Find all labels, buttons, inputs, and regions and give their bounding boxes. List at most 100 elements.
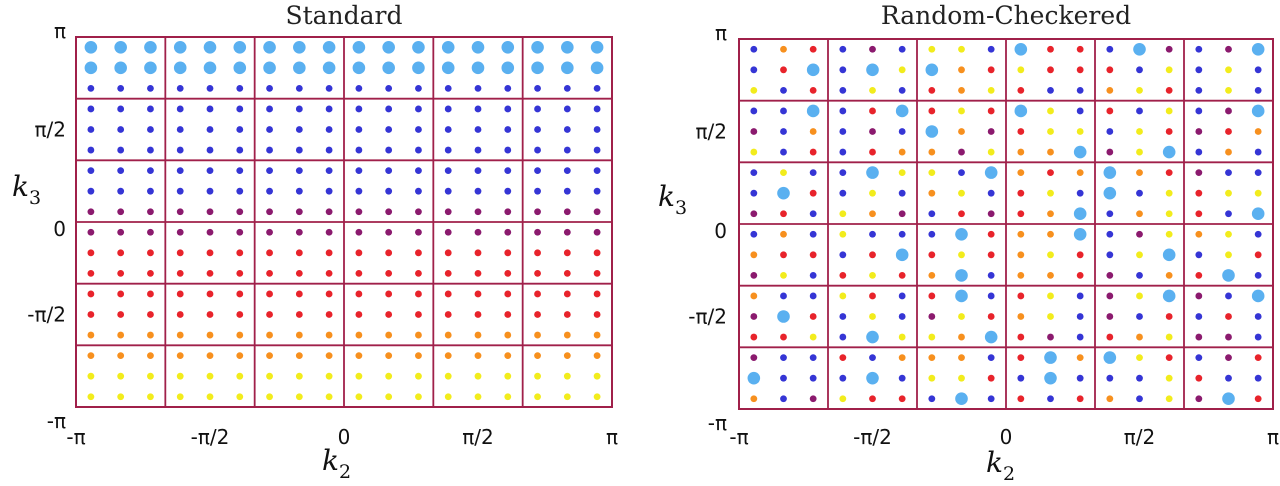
data-point — [382, 61, 395, 75]
y-tick-label: 0 — [714, 219, 727, 243]
data-point — [928, 395, 936, 403]
data-point — [987, 128, 995, 135]
data-point — [1251, 42, 1265, 56]
data-point — [504, 146, 512, 154]
data-point — [1195, 251, 1203, 259]
data-point — [534, 311, 541, 318]
data-point — [415, 290, 422, 298]
data-point — [474, 146, 482, 154]
data-point — [563, 84, 571, 92]
data-point — [958, 169, 965, 177]
data-point — [87, 105, 95, 113]
data-point — [750, 86, 758, 94]
data-point — [176, 393, 184, 401]
data-point — [780, 251, 787, 259]
data-point — [987, 251, 995, 259]
data-point — [444, 290, 452, 298]
data-point — [987, 313, 995, 320]
data-point — [534, 126, 541, 133]
data-point — [325, 393, 333, 401]
data-point — [266, 352, 273, 360]
data-point — [1106, 374, 1114, 382]
data-point — [266, 105, 273, 113]
data-point — [928, 189, 936, 197]
data-point — [898, 354, 906, 362]
data-point — [176, 269, 184, 277]
data-point — [866, 63, 879, 77]
data-point — [1073, 145, 1087, 159]
data-point — [266, 228, 273, 236]
data-point — [355, 269, 363, 277]
data-point — [809, 189, 817, 197]
data-point — [839, 271, 847, 279]
data-point — [898, 292, 906, 300]
data-point — [84, 61, 98, 75]
data-point — [593, 146, 601, 154]
data-point — [561, 40, 574, 54]
data-point — [839, 374, 847, 382]
data-point — [1076, 313, 1084, 320]
data-point — [534, 331, 541, 339]
data-point — [1106, 66, 1114, 74]
data-point — [1017, 374, 1025, 382]
data-point — [593, 372, 601, 380]
data-point — [1165, 189, 1173, 197]
data-point — [1225, 86, 1232, 94]
data-point — [385, 393, 393, 401]
data-point — [87, 126, 95, 133]
data-point — [176, 105, 184, 113]
data-point — [474, 126, 482, 133]
x-tick-label: -π — [729, 425, 748, 449]
data-point — [444, 84, 452, 92]
data-point — [563, 126, 571, 133]
data-point — [809, 251, 817, 259]
random-checkered-panel: Random-Checkered -π -π/2 0 π/2 π -π -π/2 0 π/2 π k2… — [658, 1, 1279, 485]
data-point — [750, 230, 758, 238]
data-point — [87, 372, 95, 380]
data-point — [534, 290, 541, 298]
data-point — [1165, 354, 1173, 362]
data-point — [504, 208, 512, 216]
data-point — [593, 228, 601, 236]
data-point — [203, 40, 217, 54]
data-point — [87, 228, 95, 236]
data-point — [236, 187, 244, 195]
data-point — [176, 208, 184, 216]
data-point — [563, 331, 571, 339]
data-point — [928, 230, 936, 238]
data-point — [236, 208, 244, 216]
data-point — [355, 249, 363, 257]
data-point — [1225, 354, 1232, 362]
data-point — [1254, 189, 1262, 197]
data-point — [236, 84, 244, 92]
data-point — [206, 290, 214, 298]
data-point — [1136, 374, 1143, 382]
data-point — [869, 230, 876, 238]
data-point — [1195, 148, 1203, 156]
data-point — [295, 352, 303, 360]
data-point — [266, 126, 273, 133]
data-point — [355, 208, 363, 216]
data-point — [1076, 292, 1084, 300]
data-point — [1165, 86, 1173, 94]
data-point — [928, 148, 936, 156]
data-point — [355, 167, 363, 175]
data-point — [385, 105, 393, 113]
data-point — [809, 210, 817, 218]
data-point — [1225, 313, 1232, 320]
x-axis-label: k2 — [986, 446, 1015, 485]
data-point — [1047, 292, 1054, 300]
data-point — [563, 393, 571, 401]
data-point — [295, 331, 303, 339]
data-point — [534, 352, 541, 360]
block-grid — [739, 39, 1273, 409]
data-point — [534, 187, 541, 195]
data-point — [266, 311, 273, 318]
data-point — [839, 292, 847, 300]
data-point — [412, 61, 425, 75]
data-point — [295, 393, 303, 401]
data-point — [322, 61, 336, 75]
data-point — [780, 107, 787, 115]
data-point — [441, 61, 455, 75]
data-point — [236, 269, 244, 277]
